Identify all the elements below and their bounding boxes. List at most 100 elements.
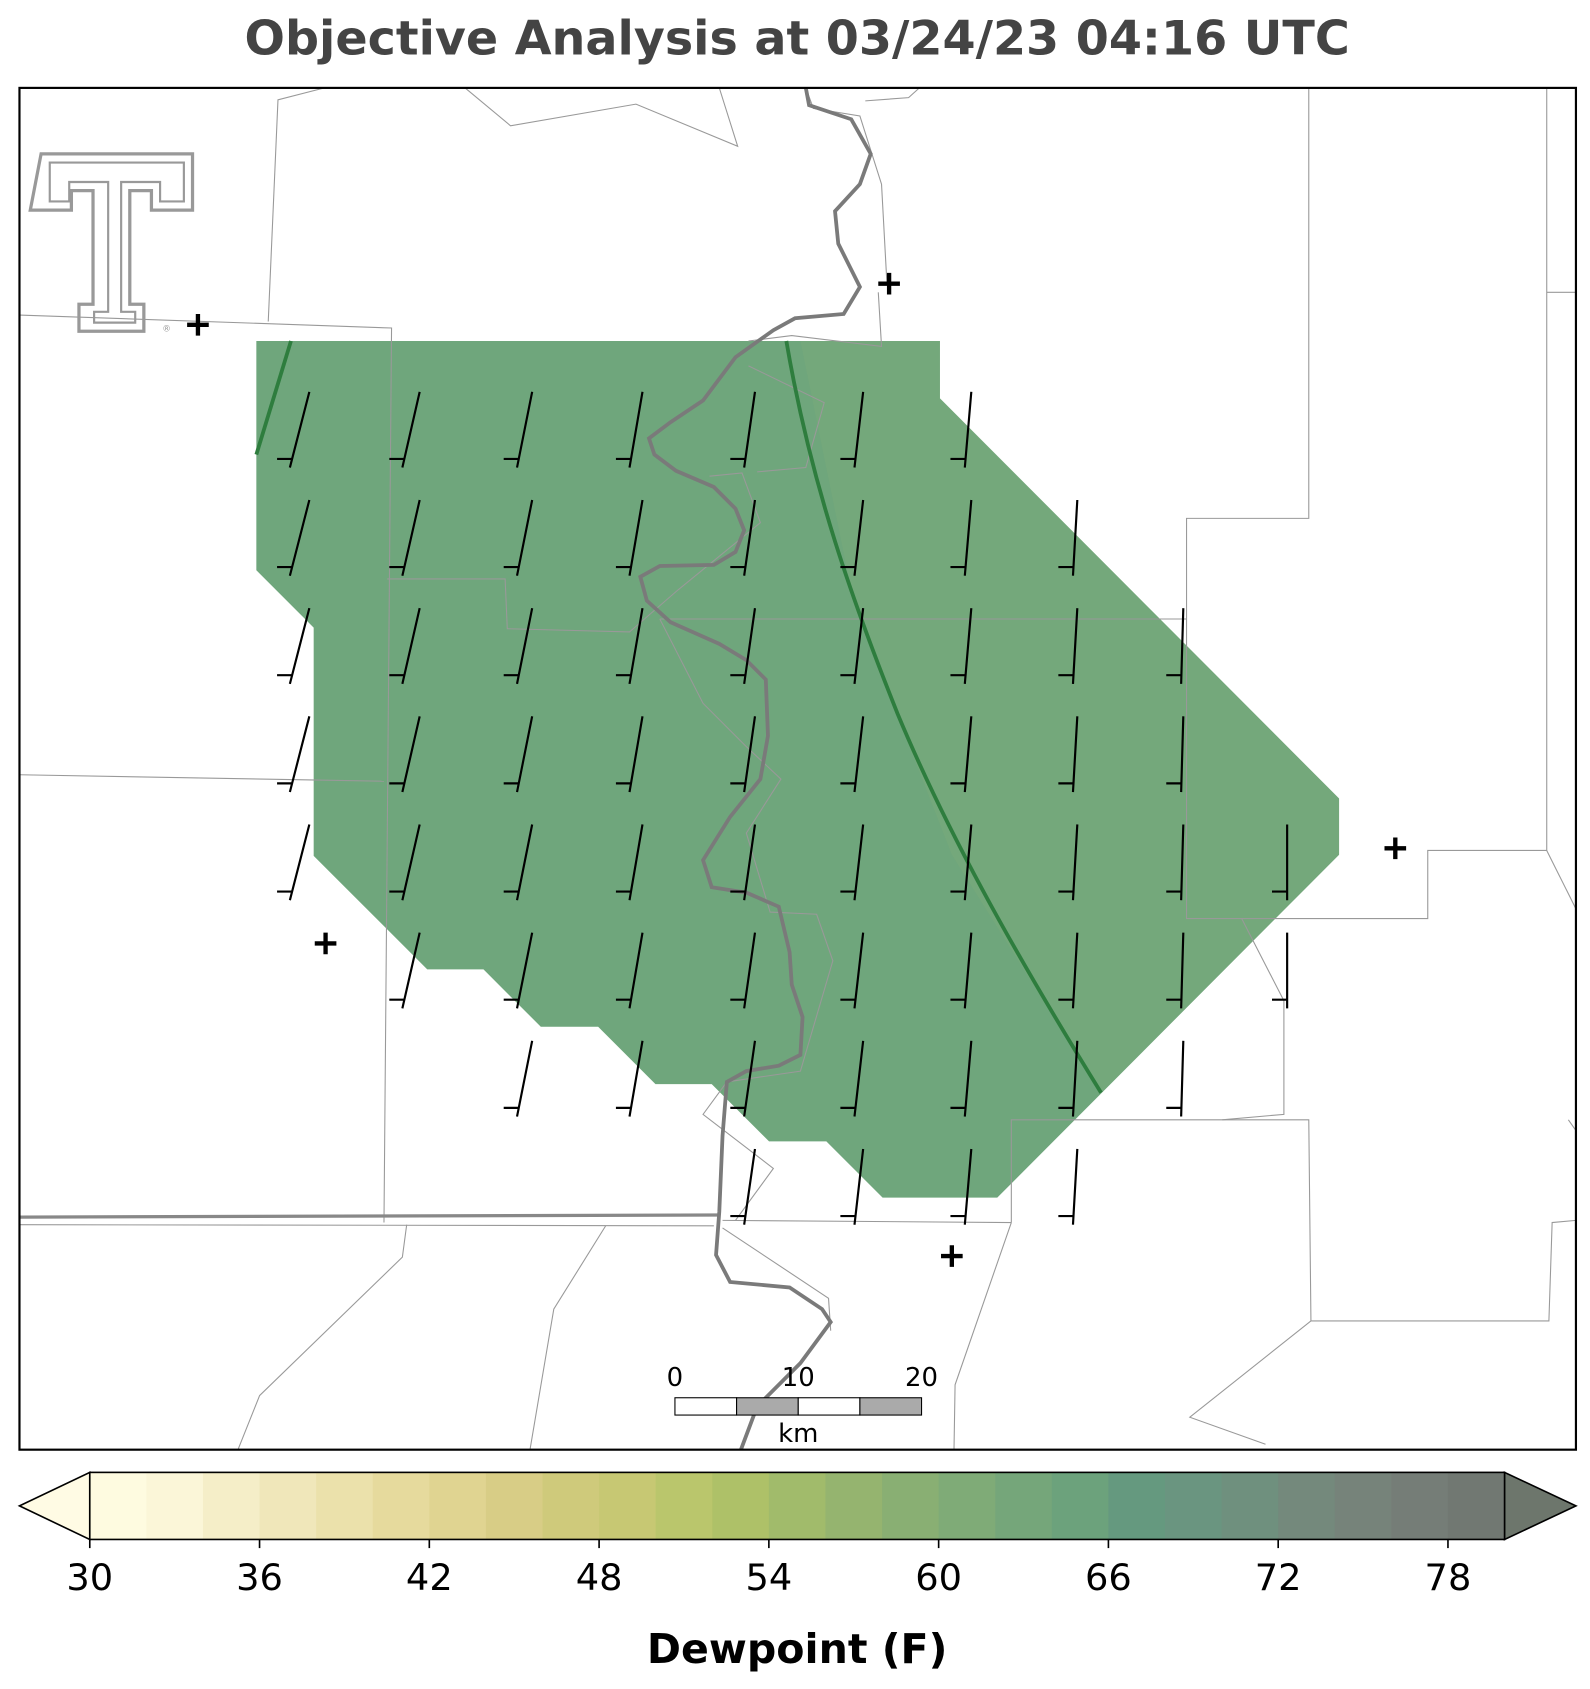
wind-barb (840, 932, 865, 1009)
wind-barb (1166, 716, 1185, 793)
wind-barb (1058, 1040, 1079, 1117)
wind-barb (840, 608, 865, 685)
wind-barb (503, 499, 534, 576)
colorbar-swatch (882, 1472, 940, 1540)
wind-barb (840, 499, 865, 576)
colorbar-swatch (1221, 1472, 1279, 1540)
river (638, 87, 873, 1451)
colorbar-swatch (938, 1472, 996, 1540)
map-frame (18, 86, 1578, 1451)
wind-barb (615, 716, 644, 793)
wind-barb (730, 1148, 757, 1225)
wind-barb (950, 391, 973, 468)
colorbar-swatch (1447, 1472, 1506, 1540)
wind-barb (277, 824, 311, 901)
colorbar-swatch (429, 1472, 487, 1540)
wind-barb (730, 716, 757, 793)
colorbar-swatch (316, 1472, 374, 1540)
wind-barb (950, 716, 973, 793)
wind-barb (950, 608, 973, 684)
colorbar-swatch (89, 1472, 147, 1540)
colorbar-tick-label: 48 (576, 1556, 623, 1599)
wind-barb (730, 1040, 757, 1117)
colorbar-swatch (1278, 1472, 1336, 1540)
dewpoint-contour (254, 340, 293, 456)
colorbar-swatch (485, 1472, 544, 1540)
wind-barb (1058, 824, 1079, 901)
county-boundaries (19, 87, 1577, 1450)
wind-barb (1272, 932, 1289, 1009)
colorbar-swatch (995, 1472, 1053, 1540)
wind-barb (1272, 824, 1289, 901)
wind-barb (1166, 608, 1185, 684)
wind-barb (615, 824, 644, 901)
colorbar-swatch (712, 1472, 770, 1540)
wind-barb (1166, 1040, 1185, 1117)
colorbar-swatch (1051, 1472, 1109, 1540)
wind-barb (503, 391, 534, 468)
colorbar-swatch (599, 1472, 657, 1540)
wind-barb (840, 1040, 865, 1117)
wind-barb (950, 932, 973, 1009)
wind-barb (277, 607, 311, 685)
station-markers (187, 272, 1407, 1267)
colorbar-swatch (768, 1472, 826, 1540)
wind-barb (730, 824, 757, 901)
scale-bar: 0 10 20 km (667, 1363, 938, 1449)
wind-barb (730, 391, 757, 468)
scale-tick-label: 10 (782, 1363, 815, 1393)
colorbar-swatch (655, 1472, 713, 1540)
wind-barb (950, 1148, 973, 1225)
dewpoint-field-light (800, 341, 1340, 1093)
colorbar-tick-label: 66 (1085, 1556, 1132, 1599)
wind-barb (1166, 932, 1185, 1009)
wind-barb (950, 824, 973, 901)
colorbar-tick-label: 36 (236, 1556, 283, 1599)
colorbar-swatch (372, 1472, 430, 1540)
wind-barb (730, 608, 757, 685)
scale-tick-label: 20 (905, 1363, 938, 1393)
colorbar-label: Dewpoint (F) (647, 1625, 948, 1673)
dewpoint-contour (784, 340, 1103, 1094)
colorbar-swatch (202, 1472, 261, 1540)
colorbar-tick-label: 54 (745, 1556, 792, 1599)
wind-barb (615, 607, 644, 685)
wind-barb (615, 932, 644, 1009)
wind-barb (389, 932, 421, 1009)
map-panel: ® 0 10 20 km (18, 86, 1578, 1451)
svg-text:®: ® (162, 324, 171, 334)
colorbar-over (1503, 1471, 1578, 1541)
wind-barb (840, 716, 865, 793)
colorbar-swatch (1334, 1472, 1392, 1540)
logo: ® (28, 152, 195, 334)
wind-barb (277, 499, 311, 576)
colorbar-under (17, 1471, 91, 1541)
scale-tick-label: 0 (667, 1363, 684, 1393)
wind-barb (730, 932, 757, 1009)
wind-barb (503, 607, 534, 685)
wind-barb (1058, 608, 1079, 684)
scale-unit: km (778, 1419, 818, 1449)
wind-barb (1058, 499, 1079, 576)
wind-barb (1058, 716, 1079, 793)
wind-barb (950, 499, 973, 576)
wind-barb (503, 1040, 534, 1117)
colorbar-swatch (1165, 1472, 1223, 1540)
wind-barb (615, 391, 644, 468)
colorbar-swatch (1391, 1472, 1449, 1540)
wind-barb (730, 499, 757, 576)
wind-barb (277, 716, 311, 793)
wind-barbs (277, 391, 1289, 1225)
wind-barb (950, 1040, 973, 1117)
colorbar: 30 36 42 48 54 60 66 72 78 (17, 1471, 1578, 1599)
colorbar-swatch (259, 1472, 317, 1540)
wind-barb (1166, 824, 1185, 901)
wind-barb (503, 932, 534, 1009)
wind-barb (503, 824, 534, 901)
title: Objective Analysis at 03/24/23 04:16 UTC (245, 11, 1350, 66)
colorbar-swatch (1108, 1472, 1166, 1540)
wind-barb (840, 391, 865, 468)
colorbar-tick-label: 72 (1255, 1556, 1302, 1599)
colorbar-tick-label: 42 (406, 1556, 453, 1599)
